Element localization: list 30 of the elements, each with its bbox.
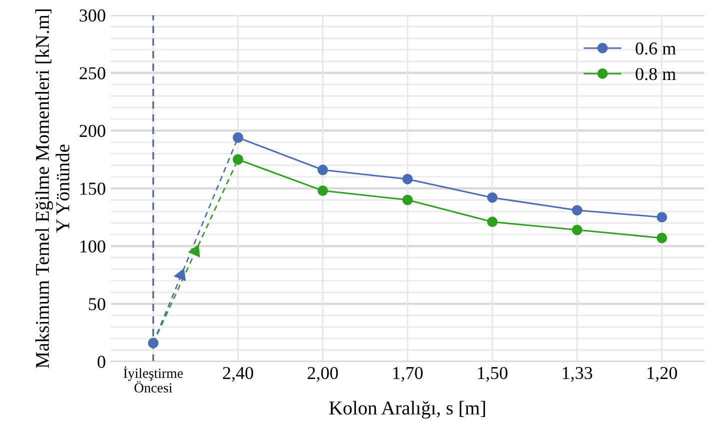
x-tick-label: 1,33 xyxy=(562,366,592,382)
point xyxy=(402,194,413,206)
x-tick-label: 2,40 xyxy=(222,366,254,382)
y-axis-title: Maksimum Temel Eğilme Momentleri [kN.m] Y Yönünde xyxy=(35,9,70,368)
point xyxy=(232,154,244,165)
point xyxy=(487,216,498,228)
point xyxy=(318,164,328,176)
point xyxy=(318,185,328,196)
point xyxy=(232,132,244,143)
point xyxy=(656,212,668,222)
x-tick-label: 1,70 xyxy=(393,366,423,382)
point xyxy=(487,192,498,203)
point xyxy=(402,174,413,184)
y-tick-label: 300 xyxy=(80,9,106,22)
x-tick-label: İyileştirme Öncesi xyxy=(124,366,183,393)
x-axis-title: Kolon Aralığı, s [m] xyxy=(329,400,485,419)
point xyxy=(572,224,582,236)
x-tick-label: 1,50 xyxy=(478,366,508,382)
legend-label: 0.8 m xyxy=(636,68,676,80)
x-tick-label: 2,00 xyxy=(308,366,338,382)
x-tick-label: 1,20 xyxy=(648,366,677,382)
y-tick-label: 250 xyxy=(80,67,106,80)
y-tick-label: 50 xyxy=(88,298,106,310)
legend-label: 0.6 m xyxy=(636,42,676,55)
point xyxy=(572,205,582,216)
point xyxy=(656,232,668,244)
y-tick-label: 0 xyxy=(98,356,106,368)
y-tick-label: 100 xyxy=(80,240,106,253)
y-tick-label: 200 xyxy=(80,124,106,138)
y-tick-label: 150 xyxy=(80,182,106,195)
